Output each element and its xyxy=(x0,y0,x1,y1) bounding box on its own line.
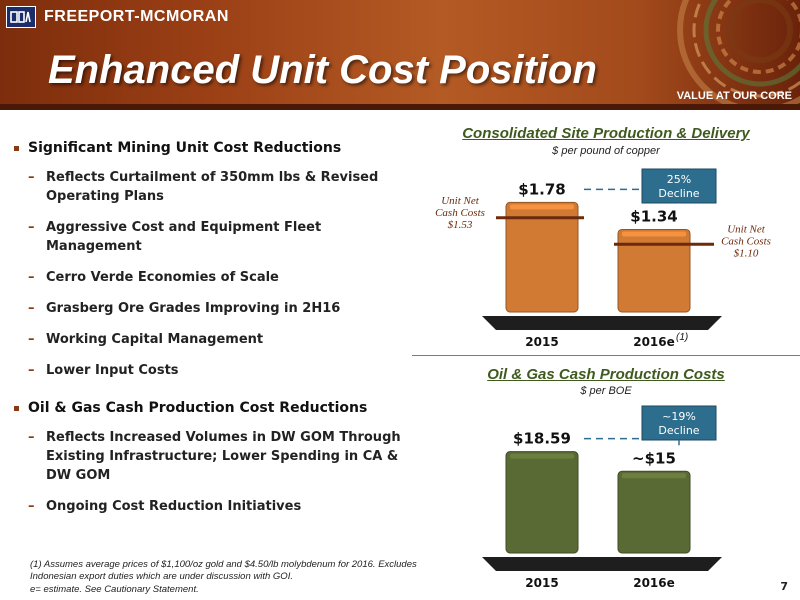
dash-icon: – xyxy=(28,170,35,185)
bar-highlight xyxy=(622,231,686,237)
x-tick-label: 2016e xyxy=(633,576,675,590)
cash-cost-label: $1.53 xyxy=(448,219,473,231)
category-note: (1) xyxy=(676,332,688,343)
cash-cost-label: $1.10 xyxy=(734,247,759,259)
bullet-item: – Reflects Increased Volumes in DW GOM Th… xyxy=(28,430,401,483)
bullet-item: – Cerro Verde Economies of Scale xyxy=(28,270,279,285)
value-label: ~$15 xyxy=(632,449,676,467)
bullet-heading-oil-gas: Oil & Gas Cash Production Cost Reduction… xyxy=(14,400,414,416)
cash-cost-label: Unit Net xyxy=(441,195,480,207)
footnote-1: (1) Assumes average prices of $1,100/oz … xyxy=(30,559,417,582)
dash-icon: – xyxy=(28,332,35,347)
header-banner: FREEPORT-MCMORAN Enhanced Unit Cost Posi… xyxy=(0,0,800,110)
copper-cost-chart: 2015 2016e (1) $1.78 $1.34 25%Decline Unit Net… xyxy=(435,168,771,349)
bullet-item: – Lower Input Costs xyxy=(28,363,179,378)
callout-box xyxy=(641,168,717,204)
callout-box xyxy=(641,405,717,441)
bullet-list: Significant Mining Unit Cost Reductions … xyxy=(14,140,414,516)
chart2-title: Oil & Gas Cash Production Costs xyxy=(487,366,725,383)
chart-floor xyxy=(482,316,722,330)
cash-cost-label: Unit Net xyxy=(727,223,766,235)
bar-2015 xyxy=(505,201,579,313)
value-label: $1.78 xyxy=(518,180,565,198)
x-tick-label: 2015 xyxy=(525,576,558,590)
chart1-title: Consolidated Site Production & Delivery xyxy=(462,125,750,142)
bar-2016e xyxy=(617,470,691,554)
callout-line-1: 25% xyxy=(667,173,691,186)
callout-line-2: Decline xyxy=(658,187,699,200)
chart1-subtitle: $ per pound of copper xyxy=(552,145,660,157)
bar-highlight xyxy=(510,453,574,459)
callout-line-2: Decline xyxy=(658,424,699,437)
dash-icon: – xyxy=(28,499,35,514)
logo-text: FREEPORT-MCMORAN xyxy=(44,8,229,25)
x-tick-label: 2016e xyxy=(633,335,675,349)
bullet-item: – Ongoing Cost Reduction Initiatives xyxy=(28,499,302,514)
bar-2015 xyxy=(505,451,579,554)
callout-line-1: ~19% xyxy=(662,410,696,423)
chart-divider xyxy=(412,355,800,356)
cash-cost-label: Cash Costs xyxy=(435,207,485,219)
page-title: Enhanced Unit Cost Position xyxy=(48,48,597,92)
dash-icon: – xyxy=(28,301,35,316)
square-bullet-icon xyxy=(14,146,19,151)
cash-cost-label: Cash Costs xyxy=(721,235,771,247)
bullet-item: – Reflects Curtailment of 350mm lbs & Rev… xyxy=(28,170,379,204)
x-tick-label: 2015 xyxy=(525,335,558,349)
tagline: VALUE AT OUR CORE xyxy=(676,90,792,102)
bullet-item: – Working Capital Management xyxy=(28,332,264,347)
bullet-item: – Aggressive Cost and Equipment Fleet Man… xyxy=(28,220,322,254)
decorative-rings-icon xyxy=(677,0,800,110)
bullet-item: – Grasberg Ore Grades Improving in 2H16 xyxy=(28,301,341,316)
company-logo: FREEPORT-MCMORAN xyxy=(6,6,229,28)
logo-mark-icon xyxy=(6,6,36,28)
bar-2016e xyxy=(617,228,691,313)
bullet-heading-mining: Significant Mining Unit Cost Reductions xyxy=(14,140,414,156)
page-number: 7 xyxy=(780,580,788,593)
bar-highlight xyxy=(510,204,574,210)
footnote-estimate: e= estimate. See Cautionary Statement. xyxy=(30,584,199,595)
dash-icon: – xyxy=(28,430,35,445)
dash-icon: – xyxy=(28,363,35,378)
bar-highlight xyxy=(622,473,686,479)
oil-gas-cost-chart: 2015 2016e $18.59 ~$15 ~19%Decline xyxy=(482,405,722,590)
square-bullet-icon xyxy=(14,406,19,411)
dash-icon: – xyxy=(28,220,35,235)
dash-icon: – xyxy=(28,270,35,285)
chart-floor xyxy=(482,557,722,571)
value-label: $1.34 xyxy=(630,207,677,225)
chart2-subtitle: $ per BOE xyxy=(580,385,632,397)
value-label: $18.59 xyxy=(513,430,571,448)
